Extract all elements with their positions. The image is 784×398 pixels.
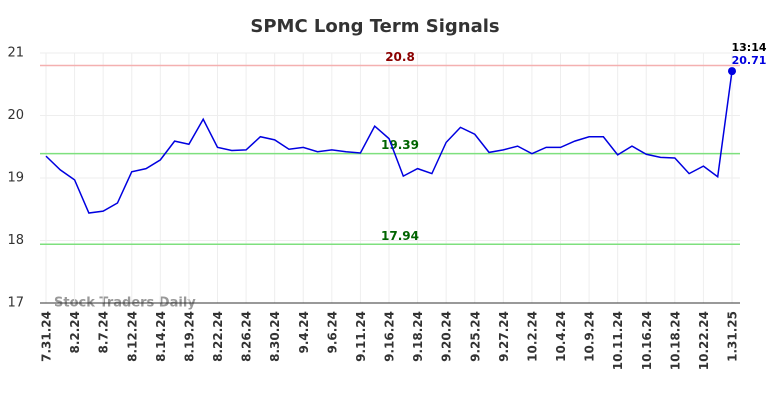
x-tick-label: 10.4.24 (554, 311, 568, 362)
x-tick-label: 9.16.24 (383, 311, 397, 362)
x-tick-label: 9.18.24 (411, 311, 425, 362)
signal-label: 20.8 (385, 50, 415, 64)
last-time-label: 13:14 (731, 41, 766, 54)
x-tick-label: 8.26.24 (240, 311, 254, 362)
signal-label: 19.39 (381, 138, 419, 152)
last-point (728, 67, 736, 76)
x-tick-label: 9.27.24 (497, 311, 511, 362)
x-tick-label: 10.11.24 (611, 311, 625, 370)
x-tick-label: 10.2.24 (525, 311, 539, 362)
x-tick-label: 8.30.24 (268, 311, 282, 362)
x-tick-label: 7.31.24 (40, 311, 54, 362)
x-tick-label: 9.11.24 (354, 311, 368, 362)
y-tick-label: 19 (7, 171, 24, 186)
x-tick-label: 10.9.24 (583, 311, 597, 362)
x-tick-label: 8.2.24 (68, 311, 82, 354)
y-tick-label: 18 (7, 233, 24, 248)
x-tick-label: 9.20.24 (440, 311, 454, 362)
x-tick-label: 8.19.24 (182, 311, 196, 362)
x-tick-label: 8.7.24 (97, 311, 111, 354)
y-tick-label: 21 (7, 46, 24, 61)
x-tick-label: 9.4.24 (297, 311, 311, 354)
signal-label: 17.94 (381, 229, 419, 243)
y-tick-label: 17 (7, 296, 24, 311)
x-tick-label: 10.22.24 (697, 311, 711, 370)
x-tick-label: 8.22.24 (211, 311, 225, 362)
last-value-label: 20.71 (732, 54, 767, 67)
x-tick-label: 1.31.25 (726, 311, 740, 362)
x-tick-label: 10.18.24 (668, 311, 682, 370)
chart-title: SPMC Long Term Signals (250, 16, 499, 37)
x-tick-label: 9.25.24 (468, 311, 482, 362)
price-line (45, 71, 733, 214)
x-tick-label: 8.12.24 (125, 311, 139, 362)
x-tick-label: 10.16.24 (640, 311, 654, 370)
y-tick-label: 20 (7, 108, 24, 123)
x-tick-label: 8.14.24 (154, 311, 168, 362)
x-tick-label: 9.6.24 (325, 311, 339, 354)
